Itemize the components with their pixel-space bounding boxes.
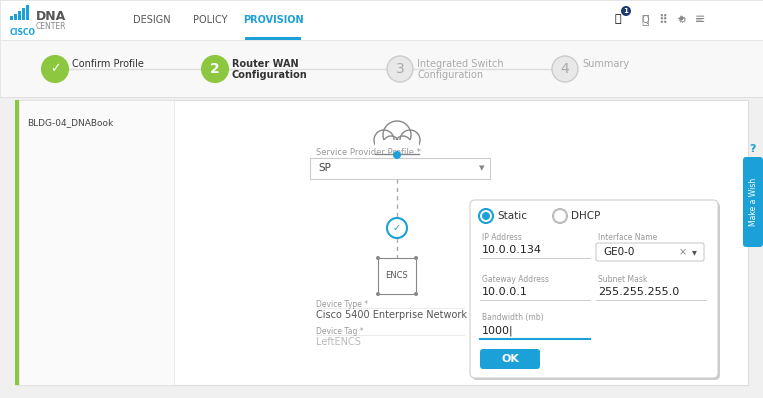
Text: ▾: ▾ (479, 163, 485, 173)
Text: ✓: ✓ (50, 62, 60, 76)
Bar (10, 16, 13, 20)
Text: Q: Q (641, 15, 649, 25)
Text: IP Address: IP Address (482, 233, 522, 242)
Bar (245, 37, 301, 40)
Text: 10.0.0.134: 10.0.0.134 (482, 245, 542, 255)
Circle shape (374, 130, 394, 150)
Circle shape (393, 151, 401, 159)
Circle shape (482, 212, 490, 220)
Text: ENCS: ENCS (385, 271, 408, 281)
FancyBboxPatch shape (743, 157, 763, 247)
Text: ≡: ≡ (695, 14, 705, 27)
Bar (310, 158, 490, 179)
Circle shape (552, 56, 578, 82)
Bar (26, 5, 29, 20)
Bar (19, 100, 174, 385)
Circle shape (621, 6, 631, 16)
Text: GE0-0: GE0-0 (603, 247, 634, 257)
Bar (18, 11, 21, 20)
Text: LeftENCS: LeftENCS (316, 337, 361, 347)
Text: DNA: DNA (36, 10, 66, 23)
Text: ×: × (679, 247, 687, 257)
Text: Gateway Address: Gateway Address (482, 275, 549, 284)
Circle shape (387, 56, 413, 82)
Bar (0, 40, 763, 97)
Circle shape (387, 218, 407, 238)
Text: OK: OK (501, 354, 519, 364)
Bar (15, 100, 748, 385)
Text: Device Type *: Device Type * (316, 300, 368, 309)
Text: Static: Static (497, 211, 527, 221)
Text: DHCP: DHCP (571, 211, 600, 221)
Circle shape (613, 6, 633, 26)
Bar (22, 8, 25, 20)
Text: 🔔: 🔔 (615, 14, 621, 24)
Text: Subnet Mask: Subnet Mask (598, 275, 647, 284)
Text: Router WAN: Router WAN (232, 59, 298, 69)
Text: DESIGN: DESIGN (134, 15, 171, 25)
Bar (375, 140, 419, 154)
Text: ⠿: ⠿ (658, 14, 668, 27)
Circle shape (553, 209, 567, 223)
Text: Device Tag *: Device Tag * (316, 327, 364, 336)
Text: PROVISION: PROVISION (243, 15, 304, 25)
Circle shape (376, 256, 380, 260)
Text: Configuration: Configuration (417, 70, 483, 80)
Text: 1: 1 (623, 8, 629, 14)
Circle shape (395, 136, 411, 152)
Text: Interface Name: Interface Name (598, 233, 657, 242)
Text: 3: 3 (396, 62, 404, 76)
Text: ?: ? (750, 144, 756, 154)
Text: 255.255.255.0: 255.255.255.0 (598, 287, 679, 297)
Bar (378, 258, 416, 294)
Text: CENTER: CENTER (36, 22, 66, 31)
Text: Service Provider Profile *: Service Provider Profile * (316, 148, 421, 157)
Bar (15, 100, 19, 385)
Text: ⠿: ⠿ (659, 15, 667, 25)
Text: Integrated Switch: Integrated Switch (417, 59, 504, 69)
Text: SP: SP (318, 163, 331, 173)
Text: POLICY: POLICY (193, 15, 227, 25)
FancyBboxPatch shape (596, 243, 704, 261)
Text: ⌕: ⌕ (641, 14, 649, 27)
Text: Bandwidth (mb): Bandwidth (mb) (482, 313, 543, 322)
Text: Summary: Summary (582, 59, 629, 69)
Text: 2: 2 (210, 62, 220, 76)
Circle shape (414, 292, 418, 296)
Text: Configuration: Configuration (232, 70, 307, 80)
FancyBboxPatch shape (480, 349, 540, 369)
Text: ≡: ≡ (695, 15, 703, 25)
Circle shape (400, 130, 420, 150)
Text: Cisco 5400 Enterprise Network Co...: Cisco 5400 Enterprise Network Co... (316, 310, 491, 320)
Circle shape (202, 56, 228, 82)
Text: ✓: ✓ (393, 223, 401, 233)
Text: Confirm Profile: Confirm Profile (72, 59, 144, 69)
Text: 10.0.0.1: 10.0.0.1 (482, 287, 528, 297)
Circle shape (383, 136, 399, 152)
Text: 1000|: 1000| (482, 325, 513, 336)
Circle shape (383, 121, 411, 149)
Text: ⚙: ⚙ (677, 15, 685, 25)
Text: BLDG-04_DNABook: BLDG-04_DNABook (27, 118, 113, 127)
Circle shape (376, 292, 380, 296)
Text: ▾: ▾ (691, 247, 697, 257)
FancyBboxPatch shape (472, 202, 720, 380)
Bar (0, 0, 763, 40)
Text: CISCO: CISCO (10, 28, 36, 37)
Text: 4: 4 (561, 62, 569, 76)
FancyBboxPatch shape (470, 200, 718, 378)
Text: Make a Wish: Make a Wish (749, 178, 758, 226)
Circle shape (414, 256, 418, 260)
Text: ✦: ✦ (677, 15, 685, 25)
Bar (14, 14, 17, 20)
Circle shape (479, 209, 493, 223)
Circle shape (42, 56, 68, 82)
